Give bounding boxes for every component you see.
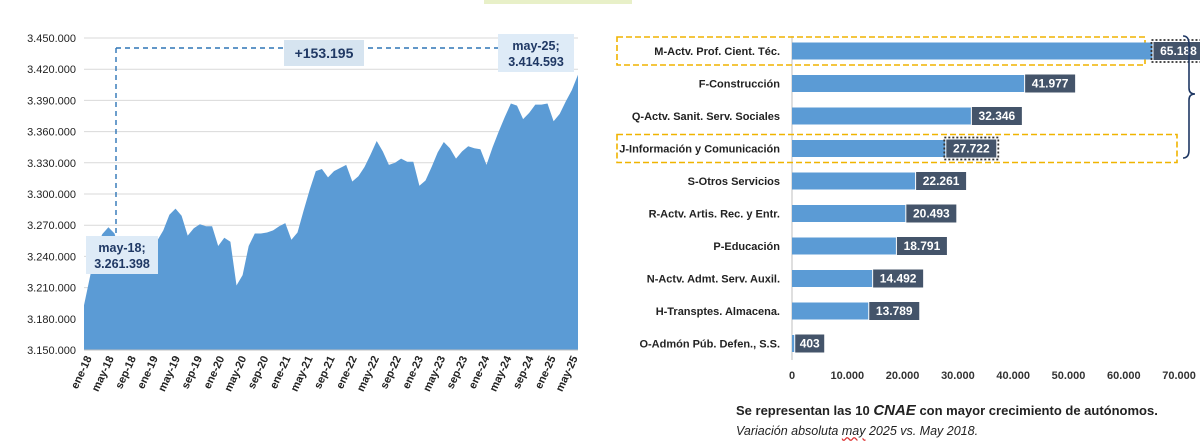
caption-line2-prefix: Variación absoluta — [736, 424, 842, 438]
category-label: H-Transptes. Almacena. — [656, 306, 780, 318]
caption-may-word: may — [841, 424, 866, 438]
y-tick-label: 3.150.000 — [27, 345, 76, 357]
y-tick-label: 3.420.000 — [27, 64, 76, 76]
y-tick-label: 3.390.000 — [27, 95, 76, 107]
x-tick-label: 10.000 — [830, 370, 864, 382]
y-tick-label: 3.240.000 — [27, 251, 76, 263]
bar — [792, 172, 916, 190]
caption-line-2: Variación absoluta may 2025 vs. May 2018… — [736, 421, 1158, 441]
x-tick-label: 0 — [789, 370, 795, 382]
highlight-frame — [616, 133, 1178, 164]
value-label-box — [971, 107, 1022, 125]
bar — [792, 237, 896, 255]
value-label: 27.722 — [953, 142, 990, 156]
value-label: 20.493 — [913, 207, 950, 221]
value-label: 403 — [800, 337, 820, 351]
x-tick-label: 20.000 — [886, 370, 920, 382]
x-tick-label: 40.000 — [996, 370, 1030, 382]
caption-line1-suffix: con mayor crecimiento de autónomos. — [915, 403, 1158, 418]
value-label-box — [869, 302, 920, 320]
category-label: F-Construcción — [699, 79, 781, 91]
bar — [792, 205, 906, 222]
x-tick-label: 30.000 — [941, 370, 975, 382]
bar — [792, 270, 873, 287]
value-label-box — [896, 237, 947, 255]
left-area-chart: 3.150.000 3.180.000 3.210.000 3.240.000 3.27… — [27, 33, 581, 394]
value-label-box — [873, 269, 924, 288]
category-label: J-Información y Comunicación — [619, 144, 780, 156]
value-label-box — [1025, 74, 1076, 93]
y-tick-label: 3.450.000 — [27, 33, 76, 45]
category-label: Q-Actv. Sanit. Serv. Sociales — [632, 111, 780, 123]
value-label-highlight-frame — [1150, 39, 1200, 63]
value-label: 13.789 — [876, 304, 913, 318]
value-label: 22.261 — [923, 174, 960, 188]
start-annotation-value: 3.261.398 — [94, 257, 150, 271]
y-tick-label: 3.270.000 — [27, 220, 76, 232]
value-label: 65.188 — [1160, 44, 1197, 58]
start-annotation-box — [86, 236, 158, 274]
bar — [792, 140, 946, 157]
value-label-highlight-frame — [943, 136, 1000, 161]
top-decoration-strip — [484, 0, 632, 4]
bar — [792, 42, 1153, 60]
value-label: 41.977 — [1032, 77, 1069, 91]
chart-caption: Se representan las 10 CNAE con mayor cre… — [736, 401, 1158, 441]
start-annotation-date: may-18; — [98, 241, 145, 255]
value-label: 14.492 — [880, 272, 917, 286]
end-annotation-value: 3.414.593 — [508, 55, 564, 69]
delta-box — [284, 40, 364, 66]
category-label: R-Actv. Artis. Rec. y Entr. — [649, 209, 780, 221]
x-tick-label: 70.000 — [1162, 370, 1196, 382]
bar — [792, 335, 795, 352]
caption-line2-suffix: 2025 vs. May 2018. — [865, 424, 979, 438]
category-label: M-Actv. Prof. Cient. Téc. — [654, 46, 780, 58]
y-tick-label: 3.360.000 — [27, 127, 76, 139]
value-label: 32.346 — [979, 109, 1016, 123]
bracket-brace — [1182, 35, 1196, 159]
caption-cnae: CNAE — [873, 402, 916, 419]
category-label: S-Otros Servicios — [688, 176, 780, 188]
category-label: N-Actv. Admt. Serv. Auxil. — [647, 274, 780, 286]
y-tick-label: 3.300.000 — [27, 189, 76, 201]
value-label-box — [795, 334, 825, 353]
area-series — [84, 74, 578, 351]
bar — [792, 107, 971, 125]
caption-line-1: Se representan las 10 CNAE con mayor cre… — [736, 401, 1158, 421]
end-annotation-date: may-25; — [512, 39, 559, 53]
bar — [792, 302, 869, 320]
y-tick-label: 3.180.000 — [27, 314, 76, 326]
value-label: 18.791 — [904, 239, 941, 253]
category-label: P-Educación — [713, 241, 780, 253]
end-annotation-box — [498, 34, 574, 72]
y-tick-label: 3.330.000 — [27, 158, 76, 170]
x-tick-label: 60.000 — [1107, 370, 1141, 382]
caption-line1-prefix: Se representan las 10 — [736, 403, 874, 418]
right-bar-chart: 0 10.000 20.000 30.000 40.000 50.000 60.000 70.… — [616, 35, 1200, 382]
value-label-box — [946, 139, 997, 158]
x-tick-label: 50.000 — [1052, 370, 1086, 382]
category-label: O-Admón Púb. Defen., S.S. — [639, 339, 780, 351]
value-label-box — [916, 172, 967, 190]
delta-value: +153.195 — [295, 45, 354, 61]
value-label-box — [906, 204, 957, 223]
bar — [792, 75, 1025, 92]
y-tick-label: 3.210.000 — [27, 283, 76, 295]
